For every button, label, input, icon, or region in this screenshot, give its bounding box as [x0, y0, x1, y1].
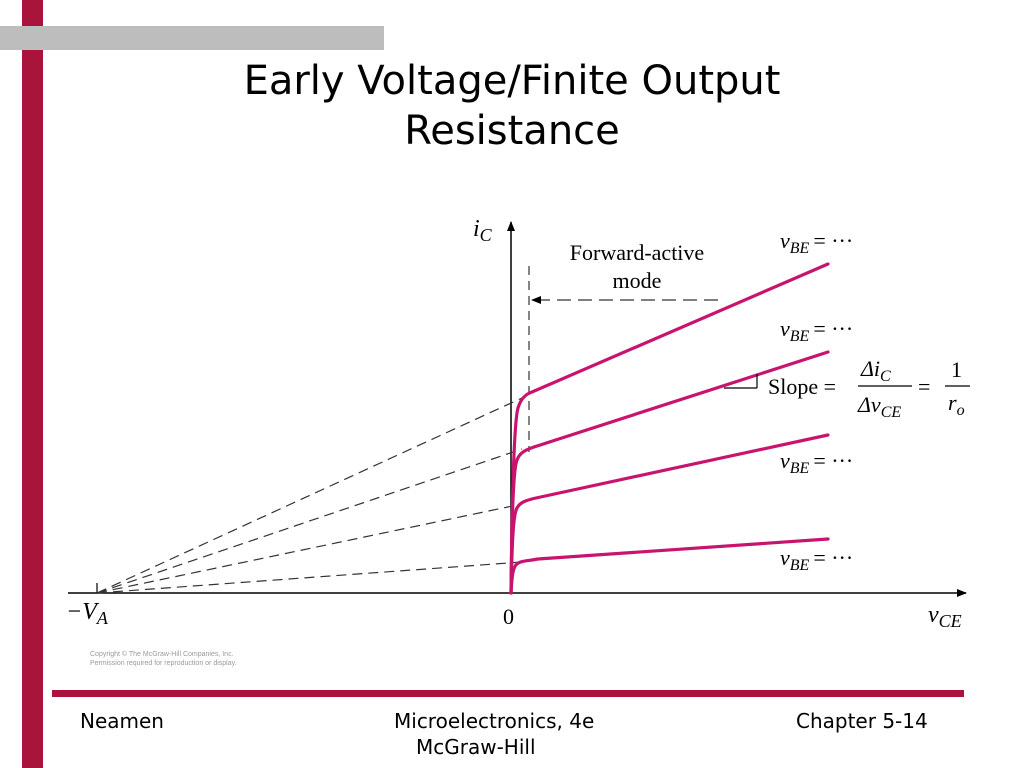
- slope-equals: =: [918, 374, 930, 399]
- extrapolation-line-1: [96, 397, 523, 594]
- characteristic-curves: [509, 262, 830, 595]
- top-gray-bar: [0, 26, 384, 50]
- copyright-line-2: Permission required for reproduction or …: [90, 660, 237, 667]
- forward-active-label-line2: mode: [613, 268, 662, 293]
- extrapolation-line-2: [96, 448, 523, 594]
- copyright-line-1: Copyright © The McGraw-Hill Companies, I…: [90, 651, 234, 658]
- title-line-1: Early Voltage/Finite Output: [243, 58, 781, 104]
- title-line-2: Resistance: [404, 108, 620, 154]
- vbe-label-1: vBE = ···: [780, 228, 853, 257]
- slope-denominator: ΔvCE: [857, 392, 901, 421]
- slide-title: Early Voltage/Finite Output Resistance: [150, 56, 874, 156]
- forward-active-label-line1: Forward-active: [570, 240, 704, 265]
- footer-publisher: McGraw-Hill: [416, 735, 536, 759]
- extrapolation-lines: [96, 397, 523, 594]
- extrapolation-line-3: [96, 503, 523, 594]
- footer-author: Neamen: [80, 709, 164, 733]
- origin-label: 0: [503, 604, 514, 629]
- slope-numerator: ΔiC: [860, 356, 891, 385]
- extrapolation-line-4: [96, 561, 523, 594]
- footer-chapter: Chapter 5-14: [796, 709, 928, 733]
- y-axis-label: iC: [473, 216, 493, 245]
- slope-label: Slope =: [768, 374, 836, 399]
- slope-ro: ro: [948, 390, 965, 419]
- va-label: −VA: [66, 599, 109, 628]
- characteristic-curve-4: [509, 537, 830, 595]
- x-axis-label: vCE: [928, 602, 962, 631]
- slope-one: 1: [951, 357, 962, 382]
- footer-book-title: Microelectronics, 4e: [394, 709, 595, 733]
- characteristic-curve-3: [509, 433, 830, 595]
- copyright-notice: Copyright © The McGraw-Hill Companies, I…: [90, 650, 237, 668]
- vbe-label-3: vBE = ···: [780, 448, 853, 477]
- footer-divider: [52, 690, 964, 697]
- slope-formula: Slope = ΔiC ΔvCE = 1 ro: [768, 356, 970, 421]
- vbe-label-2: vBE = ···: [780, 316, 853, 345]
- left-accent-bar: [22, 0, 43, 768]
- vbe-label-4: vBE = ···: [780, 545, 853, 574]
